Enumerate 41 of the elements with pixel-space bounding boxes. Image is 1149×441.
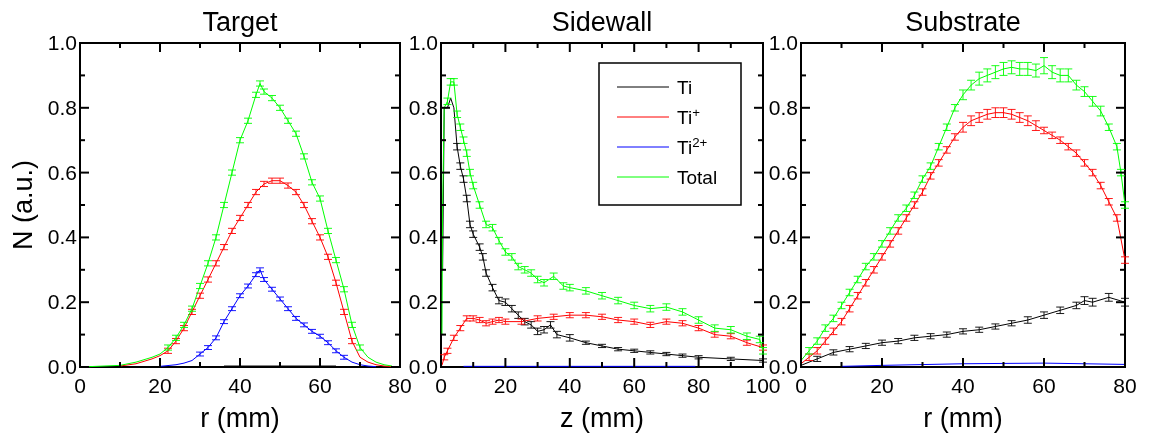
x-tick-label: 40 xyxy=(228,374,252,397)
y-tick-label: 0.8 xyxy=(408,95,438,119)
y-tick-label: 0.4 xyxy=(408,225,439,249)
y-tick-label: 0.6 xyxy=(768,160,798,184)
legend-label: Ti$^{+}$ xyxy=(677,104,701,128)
x-axis-title: r (mm) xyxy=(923,403,1003,433)
x-tick-label: 40 xyxy=(951,374,975,397)
legend-label: Total xyxy=(677,167,718,188)
x-tick-label: 0 xyxy=(74,374,86,397)
y-tick-label: 1.0 xyxy=(768,31,798,54)
x-tick-label: 0 xyxy=(795,374,807,397)
y-tick-label: 0.6 xyxy=(47,160,77,184)
x-axis-title: r (mm) xyxy=(200,403,280,433)
y-tick-label: 0.6 xyxy=(408,160,438,184)
x-tick-label: 20 xyxy=(148,374,172,397)
chart-title: Substrate xyxy=(905,7,1021,37)
chart-title: Target xyxy=(202,7,279,37)
x-tick-label: 80 xyxy=(686,374,711,397)
x-tick-label: 20 xyxy=(870,374,894,397)
y-tick-label: 0.4 xyxy=(47,225,78,249)
y-tick-label: 0.2 xyxy=(768,290,798,314)
y-tick-label: 0.2 xyxy=(408,290,438,314)
x-tick-label: 60 xyxy=(622,374,646,397)
x-tick-label: 60 xyxy=(308,374,332,397)
legend-label: Ti xyxy=(677,77,693,98)
x-tick-label: 80 xyxy=(1113,374,1137,397)
y-tick-label: 1.0 xyxy=(408,31,438,54)
y-tick-label: 0.8 xyxy=(47,95,77,119)
y-tick-label: 0.4 xyxy=(768,225,799,249)
x-tick-label: 0 xyxy=(435,374,447,397)
y-tick-label: 1.0 xyxy=(47,31,77,54)
x-axis-title: z (mm) xyxy=(560,403,644,433)
x-tick-label: 60 xyxy=(1032,374,1056,397)
chart-title: Sidewall xyxy=(551,7,653,37)
x-tick-label: 40 xyxy=(558,374,582,397)
y-tick-label: 0.0 xyxy=(47,355,77,378)
legend-label: Ti$^{2+}$ xyxy=(677,134,708,158)
x-tick-label: 20 xyxy=(493,374,518,397)
y-tick-label: 0.8 xyxy=(768,95,798,119)
y-tick-label: 0.2 xyxy=(47,290,77,314)
y-axis-title: N (a.u.) xyxy=(8,159,38,251)
